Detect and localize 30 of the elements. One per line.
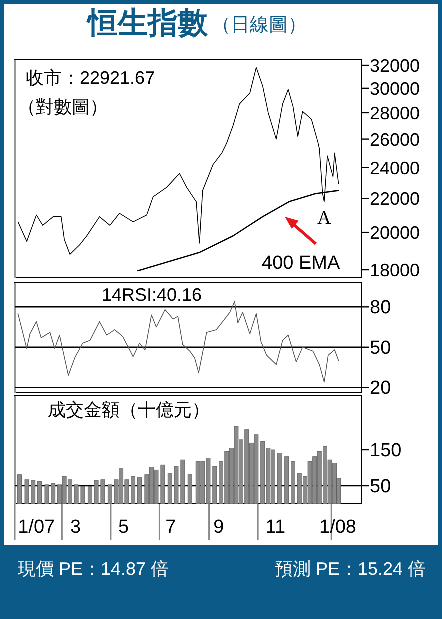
text: 預測 PE：15.24 倍 <box>274 559 426 579</box>
annotation: 收市：22921.67 <box>26 68 156 88</box>
chart-title: 恒生指數 <box>86 7 209 40</box>
y-tick-label: 22000 <box>370 189 420 210</box>
chart-subtitle: （日線圖） <box>212 15 307 36</box>
y-tick-label: 80 <box>370 298 392 319</box>
y-tick-label: 26000 <box>370 130 420 150</box>
x-tick-label: 5 <box>118 517 130 538</box>
y-tick-label: 20 <box>370 378 392 400</box>
chart-title: 14RSI:40.16 <box>102 285 202 305</box>
y-tick-label: 32000 <box>370 56 420 76</box>
y-tick-label: 50 <box>370 338 392 359</box>
y-tick-label: 20000 <box>370 223 420 244</box>
y-tick-label: 30000 <box>370 78 420 99</box>
x-tick-label: 1/07 <box>18 517 56 538</box>
annotation: A <box>318 208 332 229</box>
x-tick-label: 1/08 <box>320 517 357 538</box>
chart-title: 成交金額（十億元） <box>48 400 210 420</box>
y-tick-label: 150 <box>370 440 402 462</box>
annotation: （對數圖） <box>18 97 108 117</box>
y-tick-label: 24000 <box>370 158 420 178</box>
x-tick-label: 11 <box>266 517 286 538</box>
text: 現價 PE：14.87 倍 <box>18 559 170 579</box>
y-tick-label: 50 <box>370 476 392 498</box>
y-tick-label: 28000 <box>370 103 420 124</box>
y-tick-label: 18000 <box>370 260 420 281</box>
series-label: 400 EMA <box>262 253 340 274</box>
x-tick-label: 9 <box>214 517 224 538</box>
x-tick-label: 3 <box>70 517 82 538</box>
x-tick-label: 7 <box>166 517 176 538</box>
